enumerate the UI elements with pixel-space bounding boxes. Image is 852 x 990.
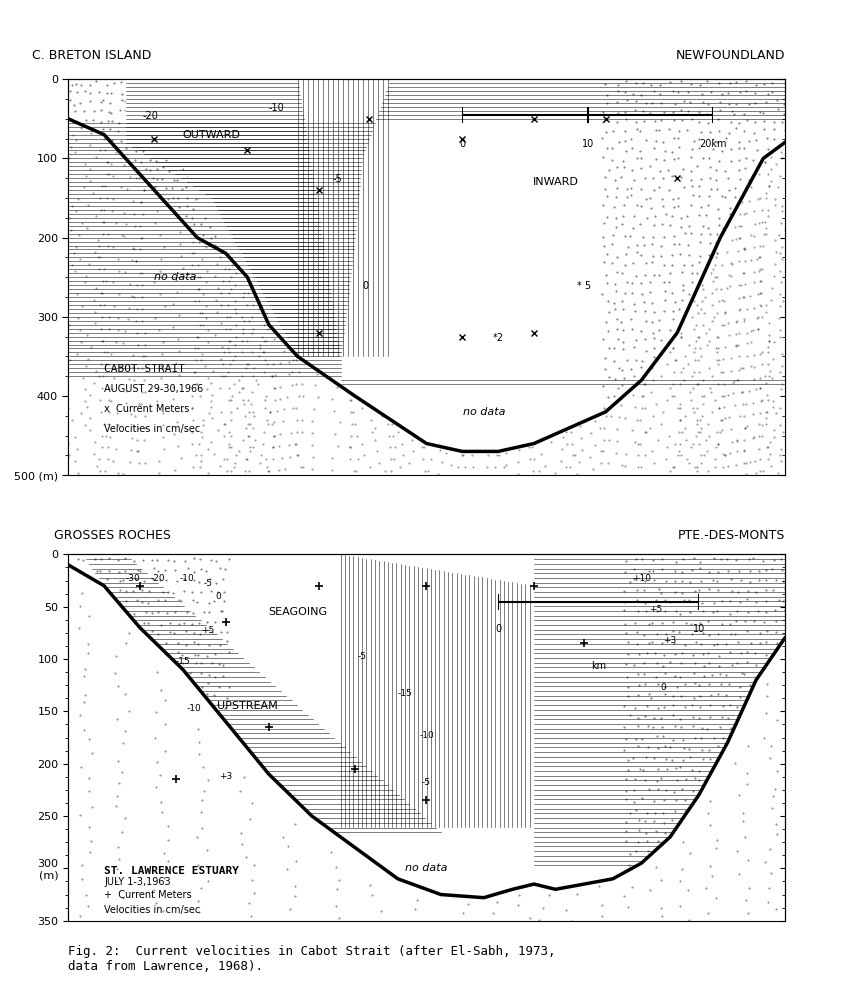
Text: Velocities in cm/sec: Velocities in cm/sec [104,424,200,434]
Text: +  Current Meters: + Current Meters [104,890,192,900]
Text: -15: -15 [397,689,412,698]
Text: INWARD: INWARD [532,177,578,187]
Text: * 5: * 5 [577,281,590,291]
Polygon shape [125,79,340,356]
Text: AUGUST 29-30,1966: AUGUST 29-30,1966 [104,384,203,394]
Text: -5: -5 [357,652,366,661]
Text: UPSTREAM: UPSTREAM [216,701,278,711]
Text: 0: 0 [659,683,665,692]
Text: Velocities in cm/sec: Velocities in cm/sec [104,906,200,916]
Text: SEAGOING: SEAGOING [268,607,326,617]
Text: 0: 0 [216,592,222,601]
Text: +5: +5 [201,626,215,635]
Text: CABOT STRAIT: CABOT STRAIT [104,364,185,374]
Text: x  Current Meters: x Current Meters [104,404,189,414]
Text: OUTWARD: OUTWARD [182,130,240,140]
Text: no data: no data [405,863,447,873]
Text: 0: 0 [362,281,368,291]
Text: -5: -5 [204,579,212,588]
Text: C. BRETON ISLAND: C. BRETON ISLAND [32,49,152,62]
Text: GROSSES ROCHES: GROSSES ROCHES [54,529,170,543]
Text: Fig. 2:  Current velocities in Cabot Strait (after El-Sabh, 1973,
data from Lawr: Fig. 2: Current velocities in Cabot Stra… [68,945,556,973]
Text: +5: +5 [648,605,662,614]
Text: -10: -10 [418,731,434,740]
Text: -10: -10 [179,573,193,582]
Text: -20: -20 [150,573,165,582]
Text: -10: -10 [186,705,201,714]
Text: JULY 1-3,1963: JULY 1-3,1963 [104,877,170,887]
Text: -15: -15 [176,657,190,666]
Text: ST. LAWRENCE ESTUARY: ST. LAWRENCE ESTUARY [104,865,239,875]
Text: +10: +10 [631,573,650,582]
Text: +3: +3 [663,637,676,645]
Text: -5: -5 [331,174,342,184]
Text: NEWFOUNDLAND: NEWFOUNDLAND [675,49,784,62]
Text: -10: -10 [268,103,284,113]
Text: -30: -30 [125,573,140,582]
Text: no data: no data [154,272,197,282]
Text: -20: -20 [142,111,158,121]
Text: +3: +3 [219,772,233,781]
Text: PTE.-DES-MONTS: PTE.-DES-MONTS [676,529,784,543]
Text: no data: no data [462,407,504,417]
Text: *2: *2 [492,333,503,343]
Text: -5: -5 [422,778,430,787]
